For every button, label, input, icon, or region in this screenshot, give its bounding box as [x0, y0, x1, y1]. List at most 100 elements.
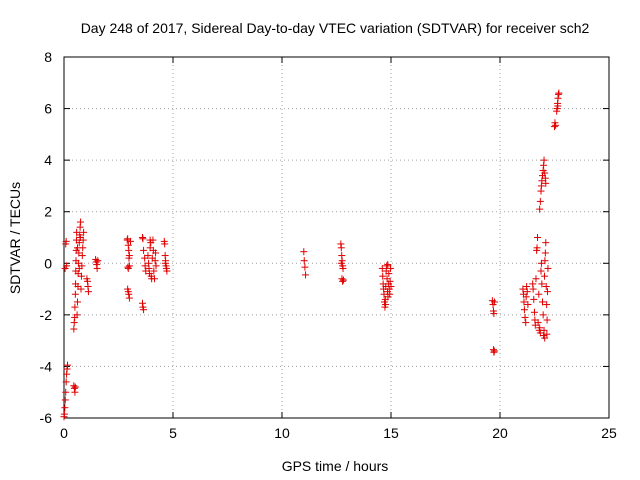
data-point: [386, 277, 394, 285]
y-tick-label: -6: [40, 410, 53, 426]
data-point: [544, 288, 552, 296]
data-point: [75, 239, 83, 247]
data-point: [161, 240, 169, 248]
data-point: [519, 285, 527, 293]
data-point: [529, 285, 537, 293]
data-point: [62, 378, 70, 386]
data-point: [126, 237, 134, 245]
data-point: [139, 235, 147, 243]
x-tick-label: 10: [274, 425, 290, 441]
data-point: [84, 277, 92, 285]
data-point: [62, 237, 70, 245]
data-point: [339, 277, 347, 285]
plot-frame: [63, 56, 610, 419]
data-point: [125, 262, 133, 270]
x-tick-label: 15: [383, 425, 399, 441]
data-point: [337, 259, 345, 267]
data-point: [71, 290, 79, 298]
data-point: [555, 89, 563, 97]
data-point: [543, 301, 551, 309]
data-point: [78, 252, 86, 260]
y-axis-label: SDTVAR / TECUs: [7, 182, 23, 294]
data-point: [75, 264, 83, 272]
data-point: [150, 267, 158, 275]
data-point: [301, 263, 309, 271]
data-point: [540, 272, 548, 280]
data-point: [383, 262, 391, 270]
data-point: [541, 257, 549, 265]
data-point: [532, 275, 540, 283]
data-point: [378, 264, 386, 272]
data-point: [302, 271, 310, 279]
data-point: [538, 280, 546, 288]
y-tick-label: -4: [40, 358, 53, 374]
data-point: [539, 311, 547, 319]
data-point: [60, 410, 68, 418]
x-tick-label: 5: [169, 425, 177, 441]
data-point: [535, 290, 543, 298]
data-point: [63, 361, 71, 369]
data-point: [151, 257, 159, 265]
data-point: [61, 404, 69, 412]
data-point: [80, 228, 88, 236]
data-point: [124, 285, 132, 293]
x-axis-label: GPS time / hours: [282, 458, 389, 474]
data-point: [146, 236, 154, 244]
data-point: [490, 347, 498, 355]
data-point: [530, 295, 538, 303]
x-tick-label: 20: [492, 425, 508, 441]
data-points: [60, 89, 563, 421]
data-point: [144, 252, 152, 260]
data-point: [533, 234, 541, 241]
data-point: [530, 308, 538, 316]
data-point: [125, 294, 133, 302]
data-point: [490, 310, 498, 318]
data-point: [542, 239, 550, 247]
data-point: [539, 298, 547, 306]
data-point: [522, 293, 530, 301]
data-point: [77, 272, 85, 280]
data-point: [554, 102, 562, 110]
data-point: [536, 324, 544, 332]
data-point: [543, 316, 551, 324]
data-point: [540, 156, 548, 164]
data-point: [379, 272, 387, 280]
data-point: [163, 267, 171, 275]
data-point: [140, 306, 148, 314]
data-point: [540, 326, 548, 334]
data-point: [77, 285, 85, 293]
data-point: [125, 290, 133, 298]
data-point: [61, 396, 69, 404]
y-tick-label: 4: [44, 152, 52, 168]
data-point: [94, 257, 102, 265]
data-point: [541, 334, 549, 342]
data-point: [523, 282, 531, 290]
data-point: [71, 303, 79, 311]
data-point: [387, 264, 395, 272]
data-point: [533, 244, 541, 252]
data-point: [161, 259, 169, 267]
data-point: [524, 301, 532, 309]
data-point: [339, 264, 347, 272]
x-tick-label: 25: [601, 425, 617, 441]
data-point: [63, 262, 71, 270]
data-point: [125, 246, 133, 254]
data-point: [541, 249, 549, 257]
data-point: [76, 234, 84, 241]
data-point: [125, 254, 133, 262]
axis-ticks: 0 5 10 15 20 25 -6 -4 -2 0 2 4 6 8: [40, 49, 617, 441]
data-point: [544, 264, 552, 272]
data-point: [84, 288, 92, 296]
data-point: [537, 267, 545, 275]
data-point: [386, 290, 394, 298]
data-point: [534, 319, 542, 327]
data-point: [73, 311, 81, 319]
data-point: [536, 205, 544, 213]
data-point: [542, 282, 550, 290]
grid: [64, 57, 609, 418]
y-tick-label: 0: [44, 255, 52, 271]
data-point: [71, 383, 79, 391]
data-point: [62, 388, 70, 396]
data-point: [152, 249, 160, 257]
